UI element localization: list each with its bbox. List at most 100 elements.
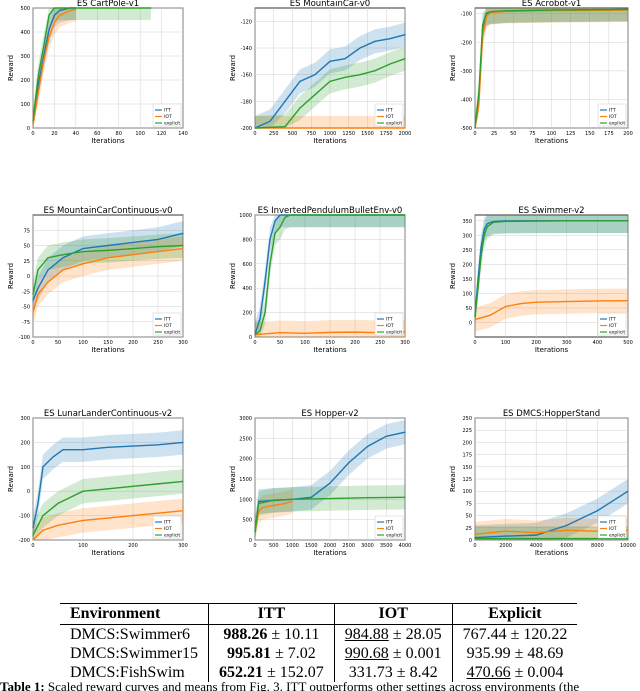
series-line-iot (474, 299, 629, 321)
data-point (483, 234, 485, 236)
data-point (75, 8, 77, 10)
data-point (157, 246, 159, 248)
x-tick-label: 50 (55, 340, 61, 346)
data-point (314, 94, 316, 96)
y-axis-label: Reward (449, 466, 457, 492)
x-tick-label: 10000 (620, 543, 636, 549)
y-tick-label: 250 (462, 248, 472, 254)
data-point (32, 527, 34, 529)
data-point (520, 302, 522, 305)
chart-4: -100 -75 -50 -25 0 25 50 75 0 50 100 150 200 250 300 ES… (7, 206, 188, 354)
data-point (279, 226, 281, 228)
data-point (254, 127, 256, 129)
y-tick-label: 2000 (239, 457, 252, 463)
y-tick-label: -25 (22, 289, 30, 295)
legend-label: ITT (609, 520, 616, 526)
chart-title: ES Hopper-v2 (301, 409, 358, 419)
legend-label: IOT (164, 323, 172, 329)
data-point (59, 9, 61, 11)
x-tick-label: 250 (269, 131, 279, 137)
data-point (64, 12, 66, 14)
y-tick-label: -180 (241, 99, 252, 105)
data-point (107, 257, 109, 259)
x-tick-label: 50 (510, 131, 516, 137)
header-environment: Environment (60, 603, 210, 625)
data-point (64, 7, 66, 9)
table-cell-itt: 995.81 ± 7.02 (208, 644, 335, 663)
band-explicit (33, 233, 183, 307)
data-point (366, 445, 369, 448)
chart-1: 0 100 200 300 400 500 0 20 40 60 80 100 120 140 ES Car… (7, 0, 188, 145)
chart-6: 0 50 100 150 200 250 300 350 0 100 200 300 400 500 ES … (449, 206, 633, 354)
x-axis-label: Iterations (535, 346, 569, 354)
band-itt (255, 215, 405, 337)
data-point (182, 441, 184, 443)
x-tick-label: 2000 (499, 543, 512, 549)
chart-2: -200 -180 -160 -140 -120 0 250 500 750 1000 1250 15… (229, 0, 411, 145)
x-tick-label: 2000 (399, 131, 412, 137)
cell-std: ± 0.001 (388, 645, 442, 662)
data-point (627, 490, 629, 492)
data-point (42, 529, 44, 531)
table-cell-environment: DMCS:Swimmer6 (60, 624, 210, 644)
data-point (264, 281, 266, 283)
x-tick-label: 0 (31, 340, 34, 346)
y-tick-label: 50 (466, 514, 472, 520)
band-explicit (255, 215, 405, 337)
data-point (139, 7, 141, 9)
chart-8: 0 500 1000 1500 2000 2500 3000 0 500 1000 1500 2000… (229, 409, 411, 557)
y-tick-label: 200 (20, 78, 30, 84)
data-point (354, 331, 356, 333)
data-point (107, 446, 109, 448)
data-point (505, 530, 507, 532)
data-point (489, 314, 491, 316)
y-tick-label: 350 (462, 219, 472, 225)
data-point (37, 293, 39, 295)
band-itt (475, 479, 628, 540)
data-point (264, 312, 266, 314)
band-iot (475, 288, 628, 332)
data-point (132, 254, 134, 256)
data-point (53, 21, 56, 23)
legend-label: ITT (609, 108, 616, 114)
data-point (82, 519, 84, 522)
table-cell-iot: 990.68 ± 0.001 (334, 644, 453, 663)
series-line-explicit (32, 480, 184, 536)
band-iot (475, 518, 628, 540)
y-tick-label: -100 (19, 514, 30, 520)
x-tick-label: 125 (566, 131, 576, 137)
cell-mean: 935.99 (466, 645, 511, 662)
legend-label: explicit (386, 121, 402, 127)
data-point (274, 232, 276, 234)
band-iot (255, 116, 405, 128)
data-point (43, 45, 45, 48)
data-point (474, 533, 476, 535)
y-tick-label: 800 (242, 237, 252, 243)
x-tick-label: 4000 (530, 543, 543, 549)
legend-label: explicit (164, 330, 180, 336)
data-point (157, 238, 159, 240)
data-point (289, 214, 291, 216)
data-point (304, 332, 306, 334)
data-point (596, 300, 599, 302)
y-tick-label: 200 (242, 311, 252, 317)
x-tick-label: 20 (51, 131, 57, 137)
series-line-explicit (474, 8, 629, 129)
y-tick-label: 1000 (239, 213, 252, 219)
data-point (505, 305, 507, 308)
data-point (37, 74, 39, 76)
x-tick-label: 3500 (380, 543, 393, 549)
y-tick-label: 300 (462, 233, 472, 239)
x-tick-label: 0 (253, 543, 256, 549)
header-itt: ITT (208, 603, 335, 625)
data-point (596, 530, 599, 532)
x-axis-label: Iterations (91, 346, 125, 354)
data-point (329, 331, 331, 333)
cell-std: ± 7.02 (271, 645, 316, 662)
table-cell-iot: 984.88 ± 28.05 (334, 624, 453, 644)
y-tick-label: 100 (462, 489, 472, 495)
band-itt (475, 215, 628, 329)
x-tick-label: 50 (277, 340, 283, 346)
data-point (47, 281, 49, 283)
